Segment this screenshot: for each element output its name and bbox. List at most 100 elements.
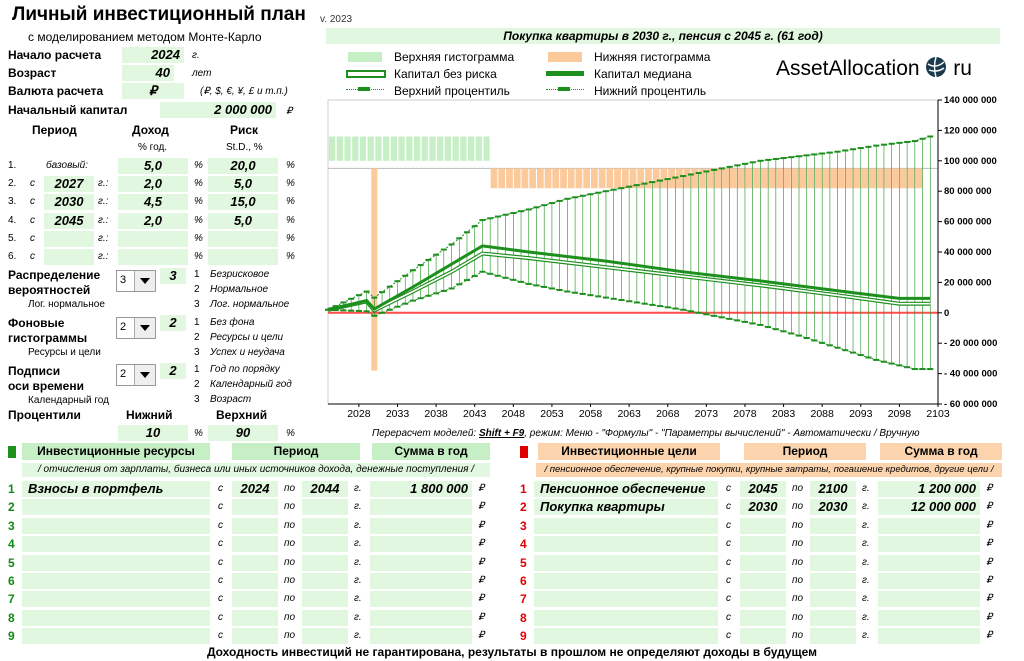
period-year-field[interactable]: 2030	[44, 194, 94, 211]
goals-name-field[interactable]: Покупка квартиры	[534, 499, 718, 516]
resources-sum-field[interactable]	[370, 628, 472, 645]
goals-from-year-field[interactable]	[740, 554, 786, 571]
period-year-field[interactable]	[44, 249, 94, 265]
resources-to-year-field[interactable]	[302, 591, 348, 608]
goals-name-field[interactable]	[534, 554, 718, 571]
resources-to-year-field[interactable]	[302, 517, 348, 534]
resources-name-field[interactable]: Взносы в портфель	[22, 481, 210, 497]
resources-to-year-field[interactable]	[302, 536, 348, 553]
goals-sum-field[interactable]	[878, 554, 980, 571]
income-field[interactable]: 4,5	[118, 194, 188, 211]
risk-field[interactable]: 5,0	[208, 176, 278, 193]
resources-sum-field[interactable]	[370, 554, 472, 571]
resources-from-year-field[interactable]	[232, 554, 278, 571]
income-field[interactable]	[118, 249, 188, 265]
resources-sum-field[interactable]	[370, 591, 472, 608]
resources-from-year-field[interactable]	[232, 628, 278, 645]
goals-sum-field[interactable]	[878, 573, 980, 589]
period-year-field[interactable]: 2045	[44, 212, 94, 229]
resources-name-field[interactable]	[22, 609, 210, 626]
risk-field[interactable]: 5,0	[208, 212, 278, 229]
resources-to-year-field[interactable]	[302, 628, 348, 645]
resources-sum-field[interactable]	[370, 536, 472, 553]
goals-to-year-field[interactable]	[810, 609, 856, 626]
goals-from-year-field[interactable]	[740, 573, 786, 589]
age-field[interactable]: 40	[122, 65, 174, 81]
goals-to-year-field[interactable]	[810, 554, 856, 571]
goals-from-year-field[interactable]	[740, 517, 786, 534]
resources-name-field[interactable]	[22, 499, 210, 516]
goals-name-field[interactable]	[534, 517, 718, 534]
goals-to-year-field[interactable]: 2100	[810, 481, 856, 497]
goals-name-field[interactable]	[534, 536, 718, 553]
income-field[interactable]: 2,0	[118, 176, 188, 193]
lower-percentile-field[interactable]: 10	[118, 425, 188, 441]
goals-sum-field[interactable]: 1 200 000	[878, 481, 980, 497]
upper-percentile-field[interactable]: 90	[208, 425, 278, 441]
resources-from-year-field[interactable]	[232, 591, 278, 608]
goals-from-year-field[interactable]: 2030	[740, 499, 786, 516]
start-year-field[interactable]: 2024	[122, 47, 184, 63]
goals-from-year-field[interactable]	[740, 628, 786, 645]
background-dropdown[interactable]: 2	[116, 317, 156, 339]
goals-to-year-field[interactable]: 2030	[810, 499, 856, 516]
goals-to-year-field[interactable]	[810, 628, 856, 645]
resources-to-year-field[interactable]	[302, 554, 348, 571]
chevron-down-icon[interactable]	[134, 271, 155, 291]
goals-name-field[interactable]	[534, 573, 718, 589]
distribution-dropdown[interactable]: 3	[116, 270, 156, 292]
goals-to-year-field[interactable]	[810, 573, 856, 589]
goals-sum-field[interactable]	[878, 517, 980, 534]
goals-to-year-field[interactable]	[810, 536, 856, 553]
resources-name-field[interactable]	[22, 536, 210, 553]
goals-name-field[interactable]	[534, 609, 718, 626]
goals-sum-field[interactable]	[878, 609, 980, 626]
resources-to-year-field[interactable]: 2044	[302, 481, 348, 497]
axis-dropdown[interactable]: 2	[116, 364, 156, 386]
goals-from-year-field[interactable]: 2045	[740, 481, 786, 497]
goals-sum-field[interactable]: 12 000 000	[878, 499, 980, 516]
capital-field[interactable]: 2 000 000	[160, 102, 276, 118]
goals-to-year-field[interactable]	[810, 591, 856, 608]
goals-sum-field[interactable]	[878, 536, 980, 553]
risk-field[interactable]: 20,0	[208, 158, 278, 174]
period-year-field[interactable]: 2027	[44, 176, 94, 193]
goals-name-field[interactable]: Пенсионное обеспечение	[534, 481, 718, 497]
goals-name-field[interactable]	[534, 628, 718, 645]
goals-to-year-field[interactable]	[810, 517, 856, 534]
resources-name-field[interactable]	[22, 573, 210, 589]
goals-from-year-field[interactable]	[740, 591, 786, 608]
resources-name-field[interactable]	[22, 628, 210, 645]
chevron-down-icon[interactable]	[134, 365, 155, 385]
resources-from-year-field[interactable]	[232, 609, 278, 626]
resources-name-field[interactable]	[22, 517, 210, 534]
chevron-down-icon[interactable]	[134, 318, 155, 338]
goals-from-year-field[interactable]	[740, 609, 786, 626]
risk-field[interactable]	[208, 230, 278, 247]
income-field[interactable]	[118, 230, 188, 247]
goals-sum-field[interactable]	[878, 591, 980, 608]
resources-name-field[interactable]	[22, 591, 210, 608]
resources-from-year-field[interactable]	[232, 517, 278, 534]
goals-from-year-field[interactable]	[740, 536, 786, 553]
goals-sum-field[interactable]	[878, 628, 980, 645]
resources-from-year-field[interactable]	[232, 573, 278, 589]
resources-to-year-field[interactable]	[302, 609, 348, 626]
resources-from-year-field[interactable]: 2024	[232, 481, 278, 497]
resources-from-year-field[interactable]	[232, 499, 278, 516]
resources-name-field[interactable]	[22, 554, 210, 571]
income-field[interactable]: 2,0	[118, 212, 188, 229]
resources-sum-field[interactable]	[370, 499, 472, 516]
resources-sum-field[interactable]	[370, 573, 472, 589]
resources-sum-field[interactable]	[370, 609, 472, 626]
resources-sum-field[interactable]	[370, 517, 472, 534]
resources-from-year-field[interactable]	[232, 536, 278, 553]
resources-sum-field[interactable]: 1 800 000	[370, 481, 472, 497]
period-year-field[interactable]	[44, 230, 94, 247]
risk-field[interactable]	[208, 249, 278, 265]
goals-name-field[interactable]	[534, 591, 718, 608]
income-field[interactable]: 5,0	[118, 158, 188, 174]
currency-field[interactable]: ₽	[122, 83, 184, 99]
risk-field[interactable]: 15,0	[208, 194, 278, 211]
resources-to-year-field[interactable]	[302, 499, 348, 516]
